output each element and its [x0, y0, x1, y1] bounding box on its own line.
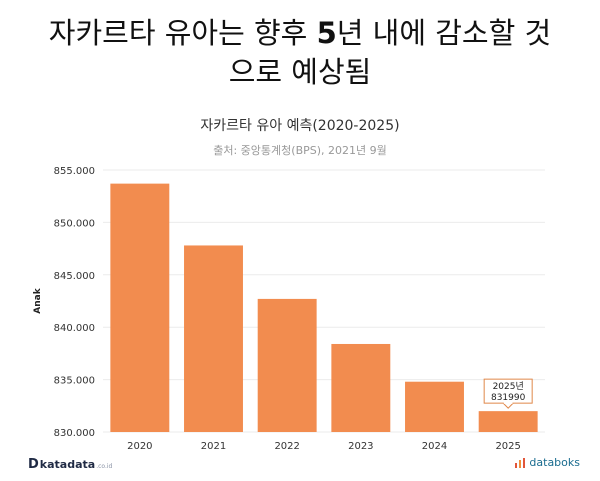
tooltip-box [483, 378, 533, 404]
databoks-logo: databoks [514, 456, 580, 469]
x-tick-label: 2024 [422, 441, 447, 452]
x-tick-label: 2023 [348, 441, 373, 452]
bar-2023[interactable] [331, 343, 391, 432]
databoks-brand: databoks [529, 456, 580, 469]
x-axis: 2020 2021 2022 2023 2024 2025 [127, 441, 521, 452]
headline-line1: 자카르타 유아는 향후 5년 내에 감소할 것 [48, 16, 552, 50]
katadata-brand: katadata [39, 458, 96, 471]
bar-2024[interactable] [405, 381, 464, 432]
bar-2025[interactable] [478, 411, 538, 432]
x-tick-label: 2022 [274, 441, 299, 452]
y-axis-label: Anak [33, 287, 43, 313]
bar-2021[interactable] [184, 245, 243, 432]
y-tick-label: 855.000 [54, 166, 95, 177]
bars [110, 183, 538, 432]
y-tick-label: 830.000 [54, 428, 95, 439]
katadata-tld: .co.id [96, 463, 113, 470]
tooltip-year: 2025년 [493, 381, 524, 392]
katadata-logo: D katadata .co.id [28, 457, 112, 472]
headline-line2: 으로 예상됨 [228, 55, 372, 89]
bar-2020[interactable] [110, 183, 170, 432]
y-tick-label: 840.000 [54, 323, 95, 334]
katadata-mark: D [28, 457, 39, 472]
x-tick-label: 2021 [201, 441, 226, 452]
tooltip-pointer [502, 402, 514, 409]
y-tick-label: 835.000 [54, 376, 95, 387]
chart-subtitle: 출처: 중앙통계청(BPS), 2021년 9월 [213, 144, 387, 157]
y-axis: 830.000 835.000 840.000 845.000 850.000 855.0… [54, 166, 95, 439]
headline: 자카르타 유아는 향후 5년 내에 감소할 것 으로 예상됨 [20, 14, 580, 92]
x-tick-label: 2020 [127, 441, 152, 452]
tooltip-value: 831990 [491, 393, 526, 403]
y-tick-label: 850.000 [54, 218, 95, 229]
y-tick-label: 845.000 [54, 271, 95, 282]
databoks-logo-icon [515, 457, 526, 468]
grid-lines [103, 169, 545, 433]
x-tick-label: 2025 [495, 441, 520, 452]
bar-2022[interactable] [257, 298, 317, 432]
chart-title: 자카르타 유아 예측(2020-2025) [200, 118, 399, 134]
